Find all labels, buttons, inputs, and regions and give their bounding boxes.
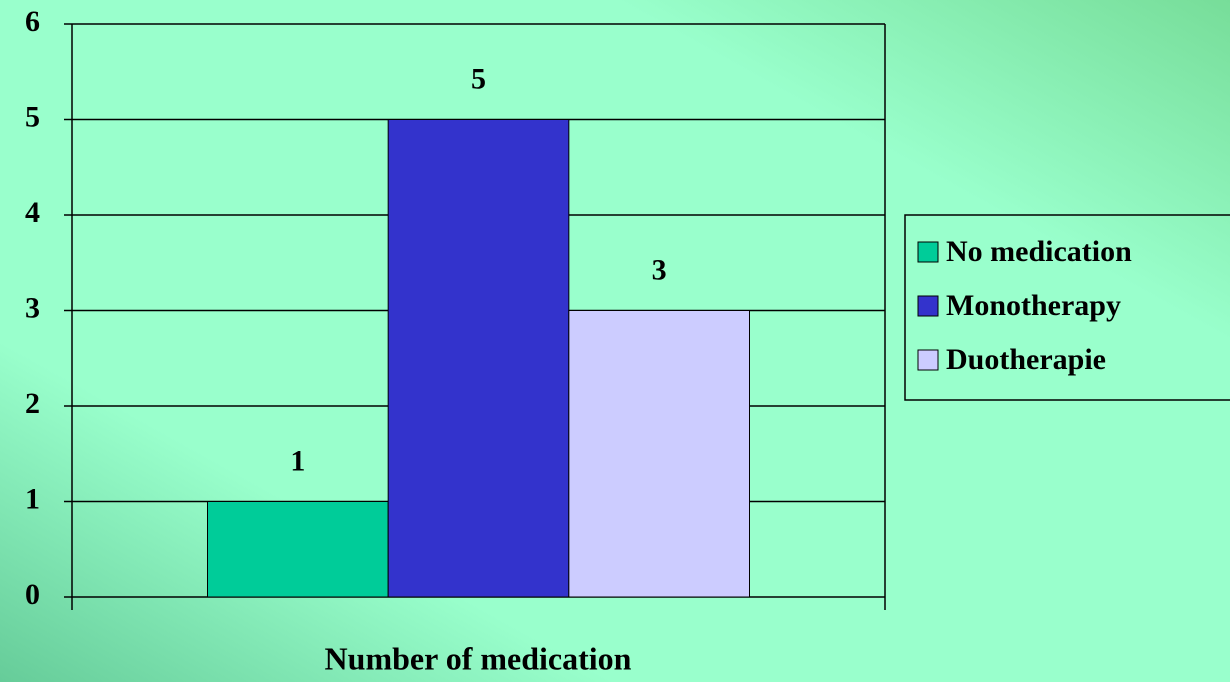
legend-label: Duotherapie — [946, 343, 1106, 376]
y-tick-label: 1 — [25, 482, 40, 515]
legend-swatch — [917, 295, 939, 317]
y-tick-label: 4 — [25, 196, 40, 229]
y-tick-label: 6 — [25, 5, 40, 38]
legend-swatch — [917, 349, 939, 371]
bar — [568, 310, 750, 598]
bar — [387, 119, 570, 598]
y-tick-label: 0 — [25, 578, 40, 611]
legend-swatch — [917, 241, 939, 263]
legend-box — [904, 214, 1230, 401]
legend-label: No medication — [946, 235, 1132, 268]
data-label: 5 — [471, 62, 486, 95]
bar — [207, 501, 389, 598]
y-tick-label: 5 — [25, 100, 40, 133]
legend-label: Monotherapy — [946, 289, 1121, 322]
data-label: 1 — [290, 444, 305, 477]
y-tick-label: 3 — [25, 291, 40, 324]
data-label: 3 — [652, 253, 667, 286]
y-tick-label: 2 — [25, 387, 40, 420]
x-axis-label: Number of medication — [325, 640, 632, 676]
